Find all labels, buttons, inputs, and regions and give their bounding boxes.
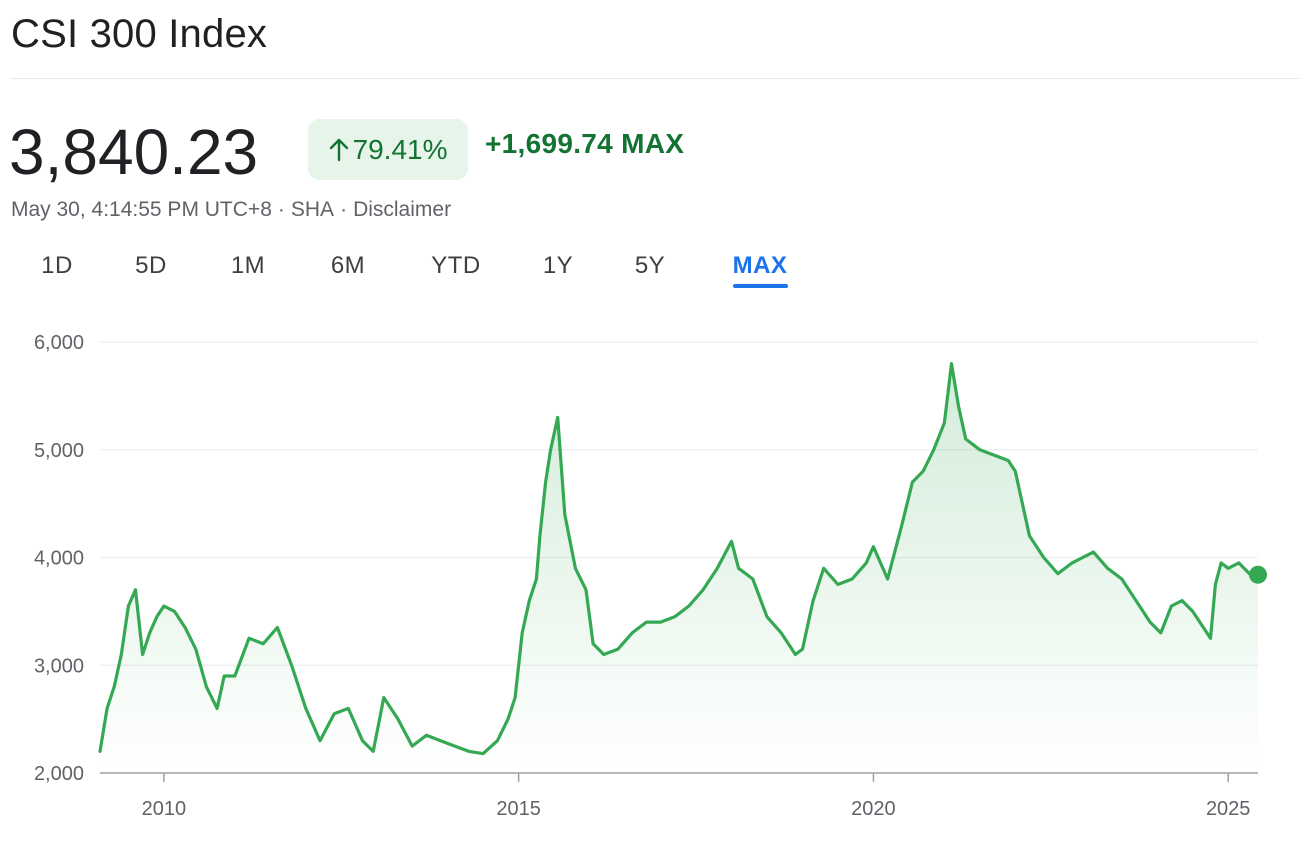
change-percent: 79.41% [352,133,448,165]
y-tick-label: 6,000 [34,332,84,354]
range-tabs: 1D 5D 1M 6M YTD 1Y 5Y MAX [0,246,900,290]
y-tick-label: 5,000 [34,440,84,462]
header-divider [11,78,1299,79]
meta-separator: · [340,198,348,221]
tab-5d[interactable]: 5D [135,252,167,279]
timestamp: May 30, 4:14:55 PM UTC+8 [11,198,272,221]
active-tab-indicator [733,284,788,288]
meta-separator: · [277,198,285,221]
disclaimer-link[interactable]: Disclaimer [353,198,452,221]
tab-6m[interactable]: 6M [330,252,366,279]
exchange: SHA [290,198,335,221]
price-chart[interactable]: 6,000 5,000 4,000 3,000 2,000 2010 2015 2020 20… [0,300,1299,840]
price-meta: May 30, 4:14:55 PM UTC+8 · SHA · Disclaimer [11,198,451,222]
arrow-up-icon [329,138,349,162]
x-tick-label: 2020 [851,798,896,820]
tab-1y[interactable]: 1Y [542,252,574,279]
tab-5y[interactable]: 5Y [634,252,666,279]
change-percent-badge: 79.41% [308,119,468,180]
x-tick-label: 2015 [496,798,541,820]
y-tick-label: 4,000 [34,548,84,570]
y-tick-label: 3,000 [34,655,84,677]
price-line [98,362,1260,756]
tab-max[interactable]: MAX [732,252,788,279]
tab-ytd[interactable]: YTD [431,252,481,279]
page-title: CSI 300 Index [11,12,268,56]
price-area-fill [100,363,1258,773]
tab-1d[interactable]: 1D [41,252,73,279]
x-tick-label: 2025 [1206,798,1251,820]
current-price: 3,840.23 [9,116,259,188]
current-value-dot[interactable] [1249,565,1267,584]
y-tick-label: 2,000 [34,763,84,785]
tab-1m[interactable]: 1M [230,252,266,279]
x-tick-label: 2010 [142,798,187,820]
change-absolute: +1,699.74 MAX [485,128,685,159]
